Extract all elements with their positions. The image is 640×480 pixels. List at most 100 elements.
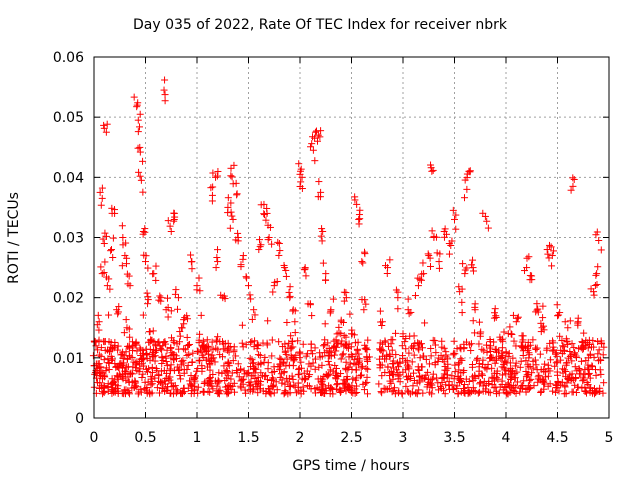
data-point — [257, 359, 265, 367]
data-point — [103, 273, 111, 281]
data-point — [213, 338, 221, 346]
data-point — [257, 201, 265, 209]
data-point — [435, 354, 443, 362]
data-point — [419, 344, 427, 352]
data-point — [270, 363, 278, 371]
data-point — [98, 384, 106, 392]
data-point — [435, 264, 443, 272]
data-point — [126, 344, 134, 352]
data-point — [387, 336, 395, 344]
data-point — [596, 387, 604, 395]
data-point — [461, 380, 469, 388]
data-point — [324, 351, 332, 359]
data-point — [345, 386, 353, 394]
data-point — [282, 266, 290, 274]
data-point — [172, 352, 180, 360]
data-point — [340, 297, 348, 305]
data-point — [326, 385, 334, 393]
data-point — [549, 347, 557, 355]
data-point — [275, 251, 283, 259]
data-point — [577, 357, 585, 365]
data-point — [382, 262, 390, 270]
data-point — [175, 345, 183, 353]
data-point — [353, 200, 361, 208]
data-point — [208, 357, 216, 365]
data-point — [168, 383, 176, 391]
data-point — [488, 364, 496, 372]
data-point — [131, 379, 139, 387]
data-point — [215, 369, 223, 377]
data-point — [159, 356, 167, 364]
data-point — [581, 342, 589, 350]
data-point — [443, 374, 451, 382]
data-point — [534, 305, 542, 313]
data-point — [266, 223, 274, 231]
data-point — [337, 316, 345, 324]
data-point — [239, 343, 247, 351]
data-point — [209, 169, 217, 177]
data-point — [564, 340, 572, 348]
axis-ticks: 0 0.5 1 1.5 2 2.5 3 3.5 4 4.5 5 0 0.01 0.02 0.03 0.04 0.… — [53, 50, 614, 446]
x-tick-label: 1 — [193, 430, 202, 446]
data-point — [141, 385, 149, 393]
data-point — [552, 388, 560, 396]
data-point — [224, 385, 232, 393]
data-point — [211, 358, 219, 366]
data-point — [238, 376, 246, 384]
data-point — [547, 356, 555, 364]
data-point — [560, 390, 568, 398]
data-point — [600, 379, 608, 387]
data-point — [428, 384, 436, 392]
data-point — [533, 344, 541, 352]
data-point — [99, 388, 107, 396]
data-point — [502, 389, 510, 397]
data-point — [577, 344, 585, 352]
data-point — [590, 291, 598, 299]
data-point — [552, 349, 560, 357]
data-point — [283, 355, 291, 363]
data-point — [322, 276, 330, 284]
data-point — [254, 389, 262, 397]
data-point — [561, 318, 569, 326]
data-point — [319, 227, 327, 235]
data-point — [540, 365, 548, 373]
data-point — [415, 366, 423, 374]
data-point — [340, 288, 348, 296]
data-point — [536, 350, 544, 358]
data-point — [377, 318, 385, 326]
data-point — [250, 364, 258, 372]
data-point — [318, 361, 326, 369]
data-point — [410, 351, 418, 359]
data-point — [109, 234, 117, 242]
data-point — [208, 197, 216, 205]
data-point — [426, 254, 434, 262]
data-point — [363, 378, 371, 386]
data-point — [139, 188, 147, 196]
data-point — [428, 227, 436, 235]
data-point — [128, 378, 136, 386]
data-point — [179, 356, 187, 364]
data-point — [420, 270, 428, 278]
data-point — [504, 390, 512, 398]
data-point — [100, 372, 108, 380]
data-point — [224, 358, 232, 366]
data-point — [315, 178, 323, 186]
data-point — [102, 232, 110, 240]
data-point — [467, 347, 475, 355]
data-point — [592, 231, 600, 239]
data-point — [469, 373, 477, 381]
data-point — [188, 265, 196, 273]
data-point — [221, 345, 229, 353]
data-point — [115, 303, 123, 311]
data-point — [544, 361, 552, 369]
data-point — [439, 373, 447, 381]
data-point — [253, 345, 261, 353]
data-point — [416, 340, 424, 348]
data-point — [100, 356, 108, 364]
data-point — [519, 336, 527, 344]
data-point — [427, 352, 435, 360]
data-point — [498, 371, 506, 379]
data-point — [152, 341, 160, 349]
data-point — [514, 313, 522, 321]
data-point — [459, 260, 467, 268]
